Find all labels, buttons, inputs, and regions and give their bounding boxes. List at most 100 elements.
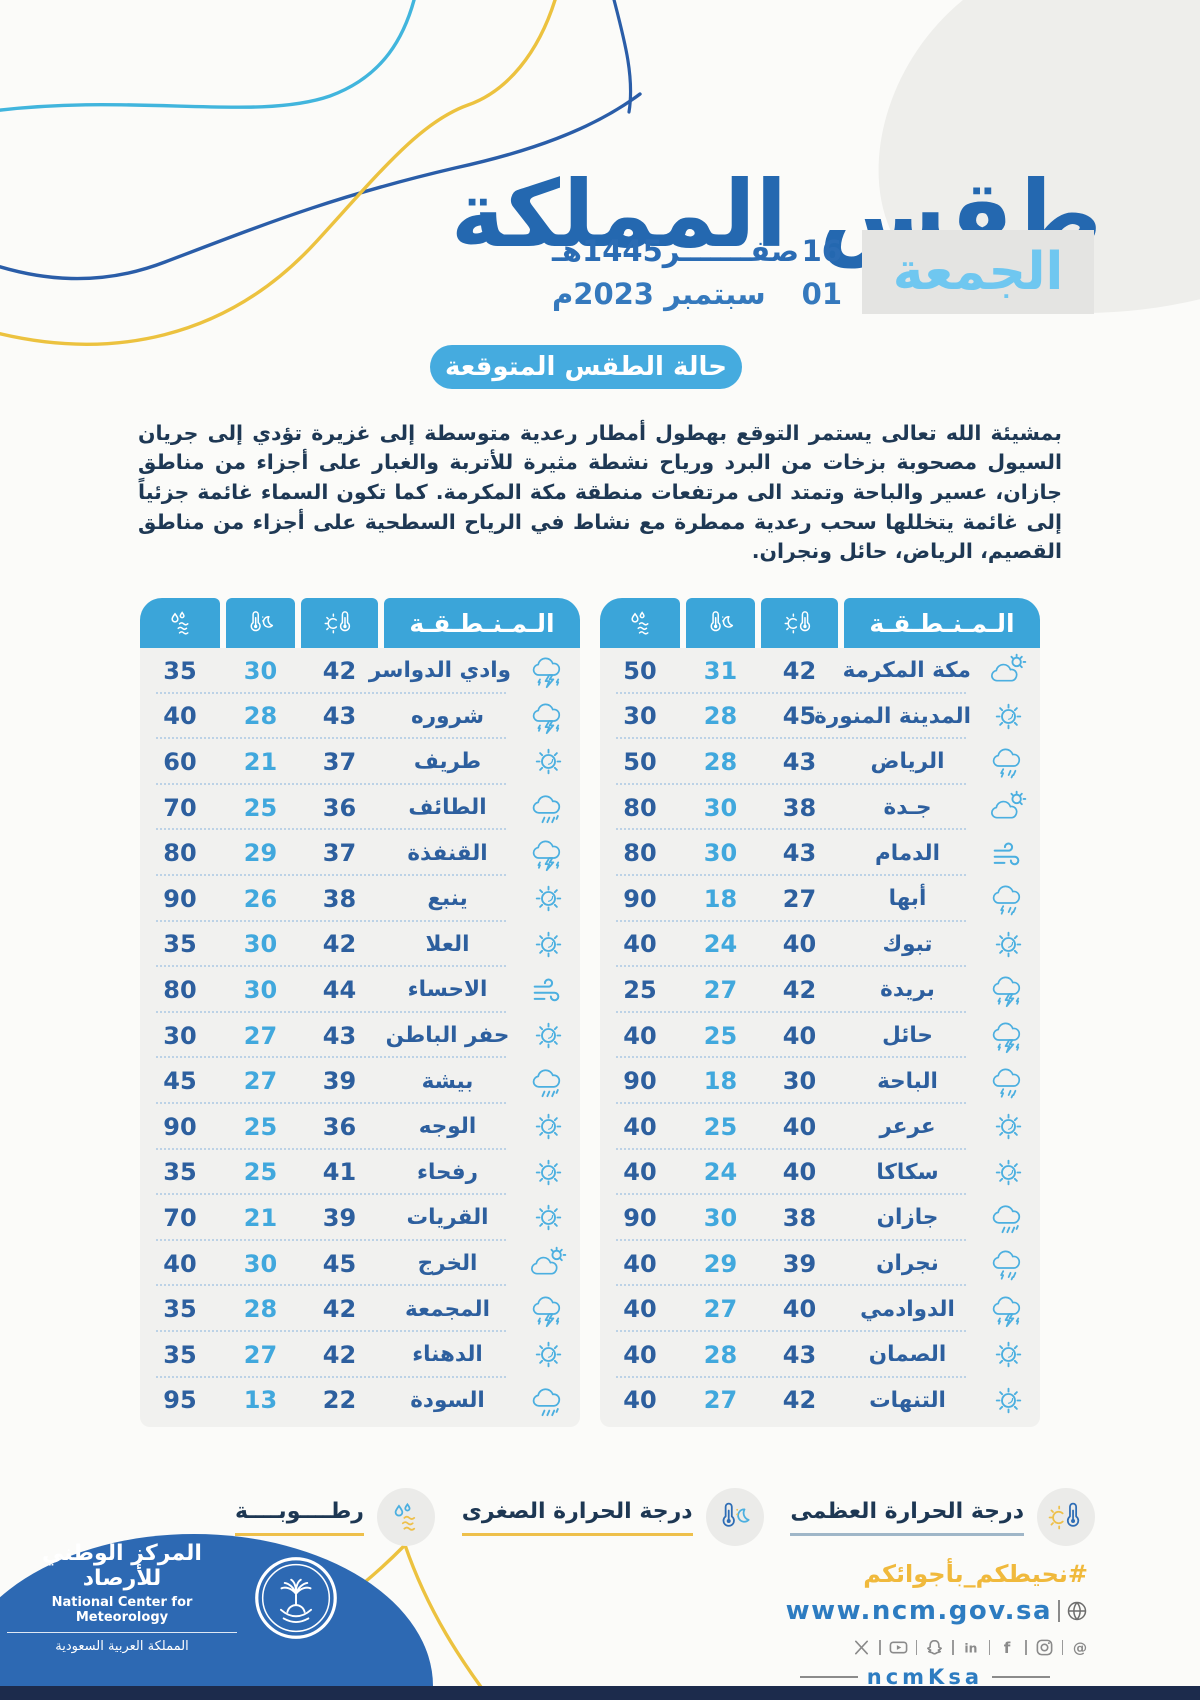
region-name: سكاكا xyxy=(876,1159,939,1185)
min-temp-value: 27 xyxy=(703,1386,738,1415)
table-row: الصمان 43 28 40 xyxy=(600,1332,1040,1378)
max-temp-value: 40 xyxy=(782,1021,817,1050)
humidity-value: 95 xyxy=(163,1386,197,1415)
bottom-strip xyxy=(0,1686,1200,1700)
max-temp-value: 36 xyxy=(322,793,357,822)
max-temp-value: 37 xyxy=(322,839,357,868)
x-icon[interactable] xyxy=(852,1638,871,1657)
table-row: الدمام 43 30 80 xyxy=(600,830,1040,876)
humidity-value: 70 xyxy=(163,793,197,822)
region-name: القريات xyxy=(406,1205,489,1231)
humidity-value: 40 xyxy=(623,1249,657,1278)
ncm-logo xyxy=(253,1555,339,1641)
min-temp-value: 21 xyxy=(243,747,278,776)
website-url[interactable]: www.ncm.gov.sa xyxy=(785,1596,1052,1626)
sun-icon xyxy=(977,925,1040,964)
region-name: الدمام xyxy=(874,840,940,866)
humidity-value: 25 xyxy=(623,975,657,1004)
region-name: نجران xyxy=(876,1251,939,1277)
min-temp-value: 24 xyxy=(703,1158,738,1187)
table-row: الدوادمي 40 27 40 xyxy=(600,1286,1040,1332)
humidity-value: 40 xyxy=(623,1112,657,1141)
table-header: الـمـنـطـقـة xyxy=(600,598,1040,648)
humidity-value: 35 xyxy=(163,1158,197,1187)
max-temp-value: 40 xyxy=(782,930,817,959)
website-link[interactable]: www.ncm.gov.sa xyxy=(786,1596,1088,1626)
rain-thunder-icon xyxy=(977,742,1040,781)
org-name-ar: المركز الوطني للأرصاد xyxy=(42,1541,202,1591)
thunder-icon xyxy=(517,651,580,690)
max-temp-value: 42 xyxy=(782,1386,817,1415)
dates-column: 16 صفـــــــر1445هـ 01 سبتمبر 2023م xyxy=(552,234,842,311)
region-name: الدهناء xyxy=(412,1342,483,1368)
table-row: السودة 22 13 95 xyxy=(140,1378,580,1424)
humidity-value: 40 xyxy=(623,1295,657,1324)
min-temp-value: 30 xyxy=(703,839,738,868)
hijri-date: 16 صفـــــــر1445هـ xyxy=(552,234,842,268)
max-temp-icon xyxy=(301,598,378,648)
sun-icon xyxy=(517,925,580,964)
min-temp-value: 30 xyxy=(243,975,278,1004)
sun-icon xyxy=(517,1016,580,1055)
table-row: الاحساء 44 30 80 xyxy=(140,967,580,1013)
humidity-value: 90 xyxy=(623,1203,657,1232)
divider xyxy=(1058,1600,1060,1622)
region-name: ينبع xyxy=(427,886,468,912)
divider xyxy=(879,1640,881,1655)
region-name: بيشة xyxy=(421,1068,474,1094)
max-temp-value: 43 xyxy=(782,1340,817,1369)
humidity-value: 90 xyxy=(623,1067,657,1096)
region-name: الرياض xyxy=(870,749,945,775)
sun-icon xyxy=(977,1153,1040,1192)
humidity-value: 40 xyxy=(623,1158,657,1187)
min-temp-value: 28 xyxy=(703,747,738,776)
humidity-value: 40 xyxy=(623,1021,657,1050)
table-row: الطائف 36 25 70 xyxy=(140,785,580,831)
handle-text[interactable]: ncmKsa xyxy=(866,1665,983,1689)
date-block: الجمعة 16 صفـــــــر1445هـ 01 سبتمبر 202… xyxy=(552,230,1094,314)
threads-icon[interactable]: @ xyxy=(1071,1638,1090,1657)
cloud-sun-icon xyxy=(977,651,1040,690)
table-row: حفر الباطن 43 27 30 xyxy=(140,1013,580,1059)
min-temp-value: 25 xyxy=(243,1112,278,1141)
max-temp-value: 42 xyxy=(782,975,817,1004)
max-temp-value: 43 xyxy=(782,747,817,776)
legend-label: رطــــوبــــة xyxy=(235,1499,364,1536)
forecast-paragraph: بمشيئة الله تعالى يستمر التوقع بهطول أمط… xyxy=(138,420,1062,564)
region-name: الاحساء xyxy=(407,977,488,1003)
table-body-main-regions: مكة المكرمة 42 31 50 المدينة المنورة 45 … xyxy=(600,648,1040,1428)
humidity-value: 60 xyxy=(163,747,197,776)
min-temp-value: 28 xyxy=(703,1340,738,1369)
divider xyxy=(799,1676,858,1678)
max-temp-value: 40 xyxy=(782,1295,817,1324)
min-temp-value: 18 xyxy=(703,1067,738,1096)
humidity-value: 50 xyxy=(623,656,657,685)
humidity-icon xyxy=(376,1488,435,1546)
social-handle[interactable]: ncmKsa xyxy=(799,1665,1050,1689)
thunder-icon xyxy=(977,1290,1040,1329)
table-row: رفحاء 41 25 35 xyxy=(140,1150,580,1196)
legend-humidity: رطــــوبــــة xyxy=(235,1488,435,1546)
snapchat-icon[interactable] xyxy=(925,1638,944,1657)
region-name: تبوك xyxy=(882,931,933,957)
rain-icon xyxy=(517,1381,580,1420)
org-identity: المركز الوطني للأرصاد National Center fo… xyxy=(7,1541,339,1654)
linkedin-icon[interactable]: in xyxy=(962,1638,981,1657)
max-temp-icon xyxy=(761,598,838,648)
min-temp-value: 25 xyxy=(703,1021,738,1050)
region-name: أبها xyxy=(888,886,927,912)
youtube-icon[interactable] xyxy=(889,1638,908,1657)
region-name: الطائف xyxy=(408,795,487,821)
region-name: الخرج xyxy=(417,1251,478,1277)
min-temp-value: 28 xyxy=(703,702,738,731)
svg-text:f: f xyxy=(1004,1639,1011,1657)
rain-thunder-icon xyxy=(977,1244,1040,1283)
min-temp-icon xyxy=(705,1488,764,1546)
divider xyxy=(915,1640,917,1655)
divider xyxy=(952,1640,954,1655)
legend-max-temp: درجة الحرارة العظمى xyxy=(790,1488,1095,1546)
instagram-icon[interactable] xyxy=(1035,1638,1054,1657)
divider xyxy=(992,1676,1050,1678)
facebook-icon[interactable]: f xyxy=(998,1638,1017,1657)
table-row: العلا 42 30 35 xyxy=(140,922,580,968)
